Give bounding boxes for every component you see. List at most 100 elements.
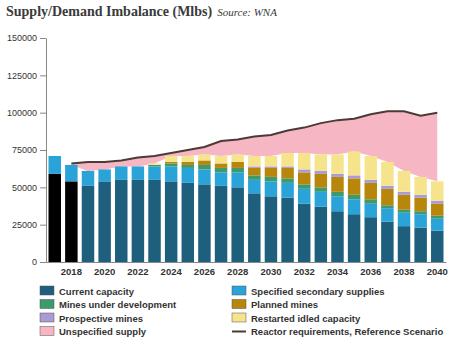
legend-swatch xyxy=(232,331,246,333)
bar xyxy=(265,196,277,262)
bar xyxy=(331,154,343,173)
bar xyxy=(231,162,243,168)
tick-label: 2026 xyxy=(194,266,215,277)
bar xyxy=(165,163,177,166)
bar xyxy=(315,174,327,187)
bar xyxy=(148,166,160,179)
tick: 2026 xyxy=(194,262,215,277)
bar xyxy=(298,172,310,184)
bar xyxy=(48,155,60,156)
tick-label: 2030 xyxy=(260,266,281,277)
tick: 50000 xyxy=(12,183,46,193)
legend-swatch xyxy=(40,300,54,309)
tick-label: 2038 xyxy=(393,266,414,277)
bar xyxy=(315,171,327,174)
tick-label: 2022 xyxy=(127,266,148,277)
bar xyxy=(348,195,360,199)
bar xyxy=(65,164,77,165)
bar xyxy=(198,169,210,184)
tick: 150000 xyxy=(7,33,46,43)
bar xyxy=(281,153,293,166)
bar xyxy=(48,155,60,156)
tick-label: 75000 xyxy=(12,145,37,155)
tick: 25000 xyxy=(12,220,46,230)
bar xyxy=(331,177,343,192)
subtitle: Source: WNA xyxy=(217,6,277,18)
tick-label: 100000 xyxy=(7,108,37,118)
bar xyxy=(198,184,210,262)
legend-swatch xyxy=(232,286,246,295)
bar xyxy=(315,154,327,170)
bar xyxy=(248,166,260,167)
bar xyxy=(215,186,227,262)
bar xyxy=(148,164,160,165)
legend-item: Planned mines xyxy=(232,299,318,310)
bar xyxy=(98,181,110,262)
bar xyxy=(431,231,443,262)
bar xyxy=(132,166,144,167)
bar xyxy=(414,228,426,262)
bar xyxy=(398,195,410,210)
tick: 125000 xyxy=(7,71,46,81)
bar xyxy=(115,166,127,167)
bar xyxy=(215,163,227,167)
bar xyxy=(248,156,260,166)
bar xyxy=(165,166,177,181)
bar xyxy=(281,166,293,167)
bar xyxy=(298,169,310,172)
bar xyxy=(182,165,194,168)
bar xyxy=(414,214,426,227)
tick-mark xyxy=(40,113,46,114)
bar xyxy=(381,222,393,262)
bar xyxy=(348,151,360,175)
legend-item: Prospective mines xyxy=(40,313,143,324)
legend-item: Mines under development xyxy=(40,299,177,310)
tick: 2038 xyxy=(393,262,414,277)
bar xyxy=(182,168,194,183)
bar xyxy=(132,166,144,167)
bar xyxy=(115,180,127,262)
bar xyxy=(398,171,410,192)
tick-label: 2020 xyxy=(94,266,115,277)
bar xyxy=(65,181,77,262)
bar xyxy=(298,189,310,204)
bar xyxy=(148,163,160,164)
axis-line xyxy=(47,262,447,263)
bar xyxy=(281,183,293,198)
legend-item: Reactor requirements, Reference Scenario xyxy=(232,326,443,337)
legend-label: Current capacity xyxy=(59,286,135,297)
bar xyxy=(431,204,443,216)
tick-label: 2036 xyxy=(360,266,381,277)
bar xyxy=(248,168,260,175)
bar xyxy=(431,181,443,200)
bar xyxy=(115,166,127,167)
tick-label: 0 xyxy=(32,257,37,267)
plot-area xyxy=(48,111,443,262)
legend-label: Mines under development xyxy=(59,299,177,310)
legend-swatch xyxy=(40,327,54,336)
legend-label: Unspecified supply xyxy=(59,326,147,337)
tick: 2034 xyxy=(327,262,349,277)
tick: 75000 xyxy=(12,145,46,155)
tick-label: 2024 xyxy=(161,266,183,277)
bar xyxy=(115,166,127,167)
bar xyxy=(165,156,177,162)
tick-mark xyxy=(40,150,46,151)
bar xyxy=(98,169,110,181)
tick: 2022 xyxy=(127,262,148,277)
y-axis: 0 25000 50000 75000 100000 125000 150000 xyxy=(7,33,47,267)
bar xyxy=(82,171,94,186)
tick: 2040 xyxy=(427,262,448,277)
bar xyxy=(348,175,360,178)
bar xyxy=(82,170,94,171)
bar xyxy=(231,172,243,187)
bar xyxy=(348,178,360,194)
tick-mark xyxy=(40,75,46,76)
bar xyxy=(381,186,393,189)
bar xyxy=(48,174,60,262)
legend-item: Restarted idled capacity xyxy=(232,313,361,324)
tick-mark xyxy=(40,225,46,226)
legend-item: Current capacity xyxy=(40,286,135,297)
bar xyxy=(331,192,343,196)
bar xyxy=(215,156,227,163)
